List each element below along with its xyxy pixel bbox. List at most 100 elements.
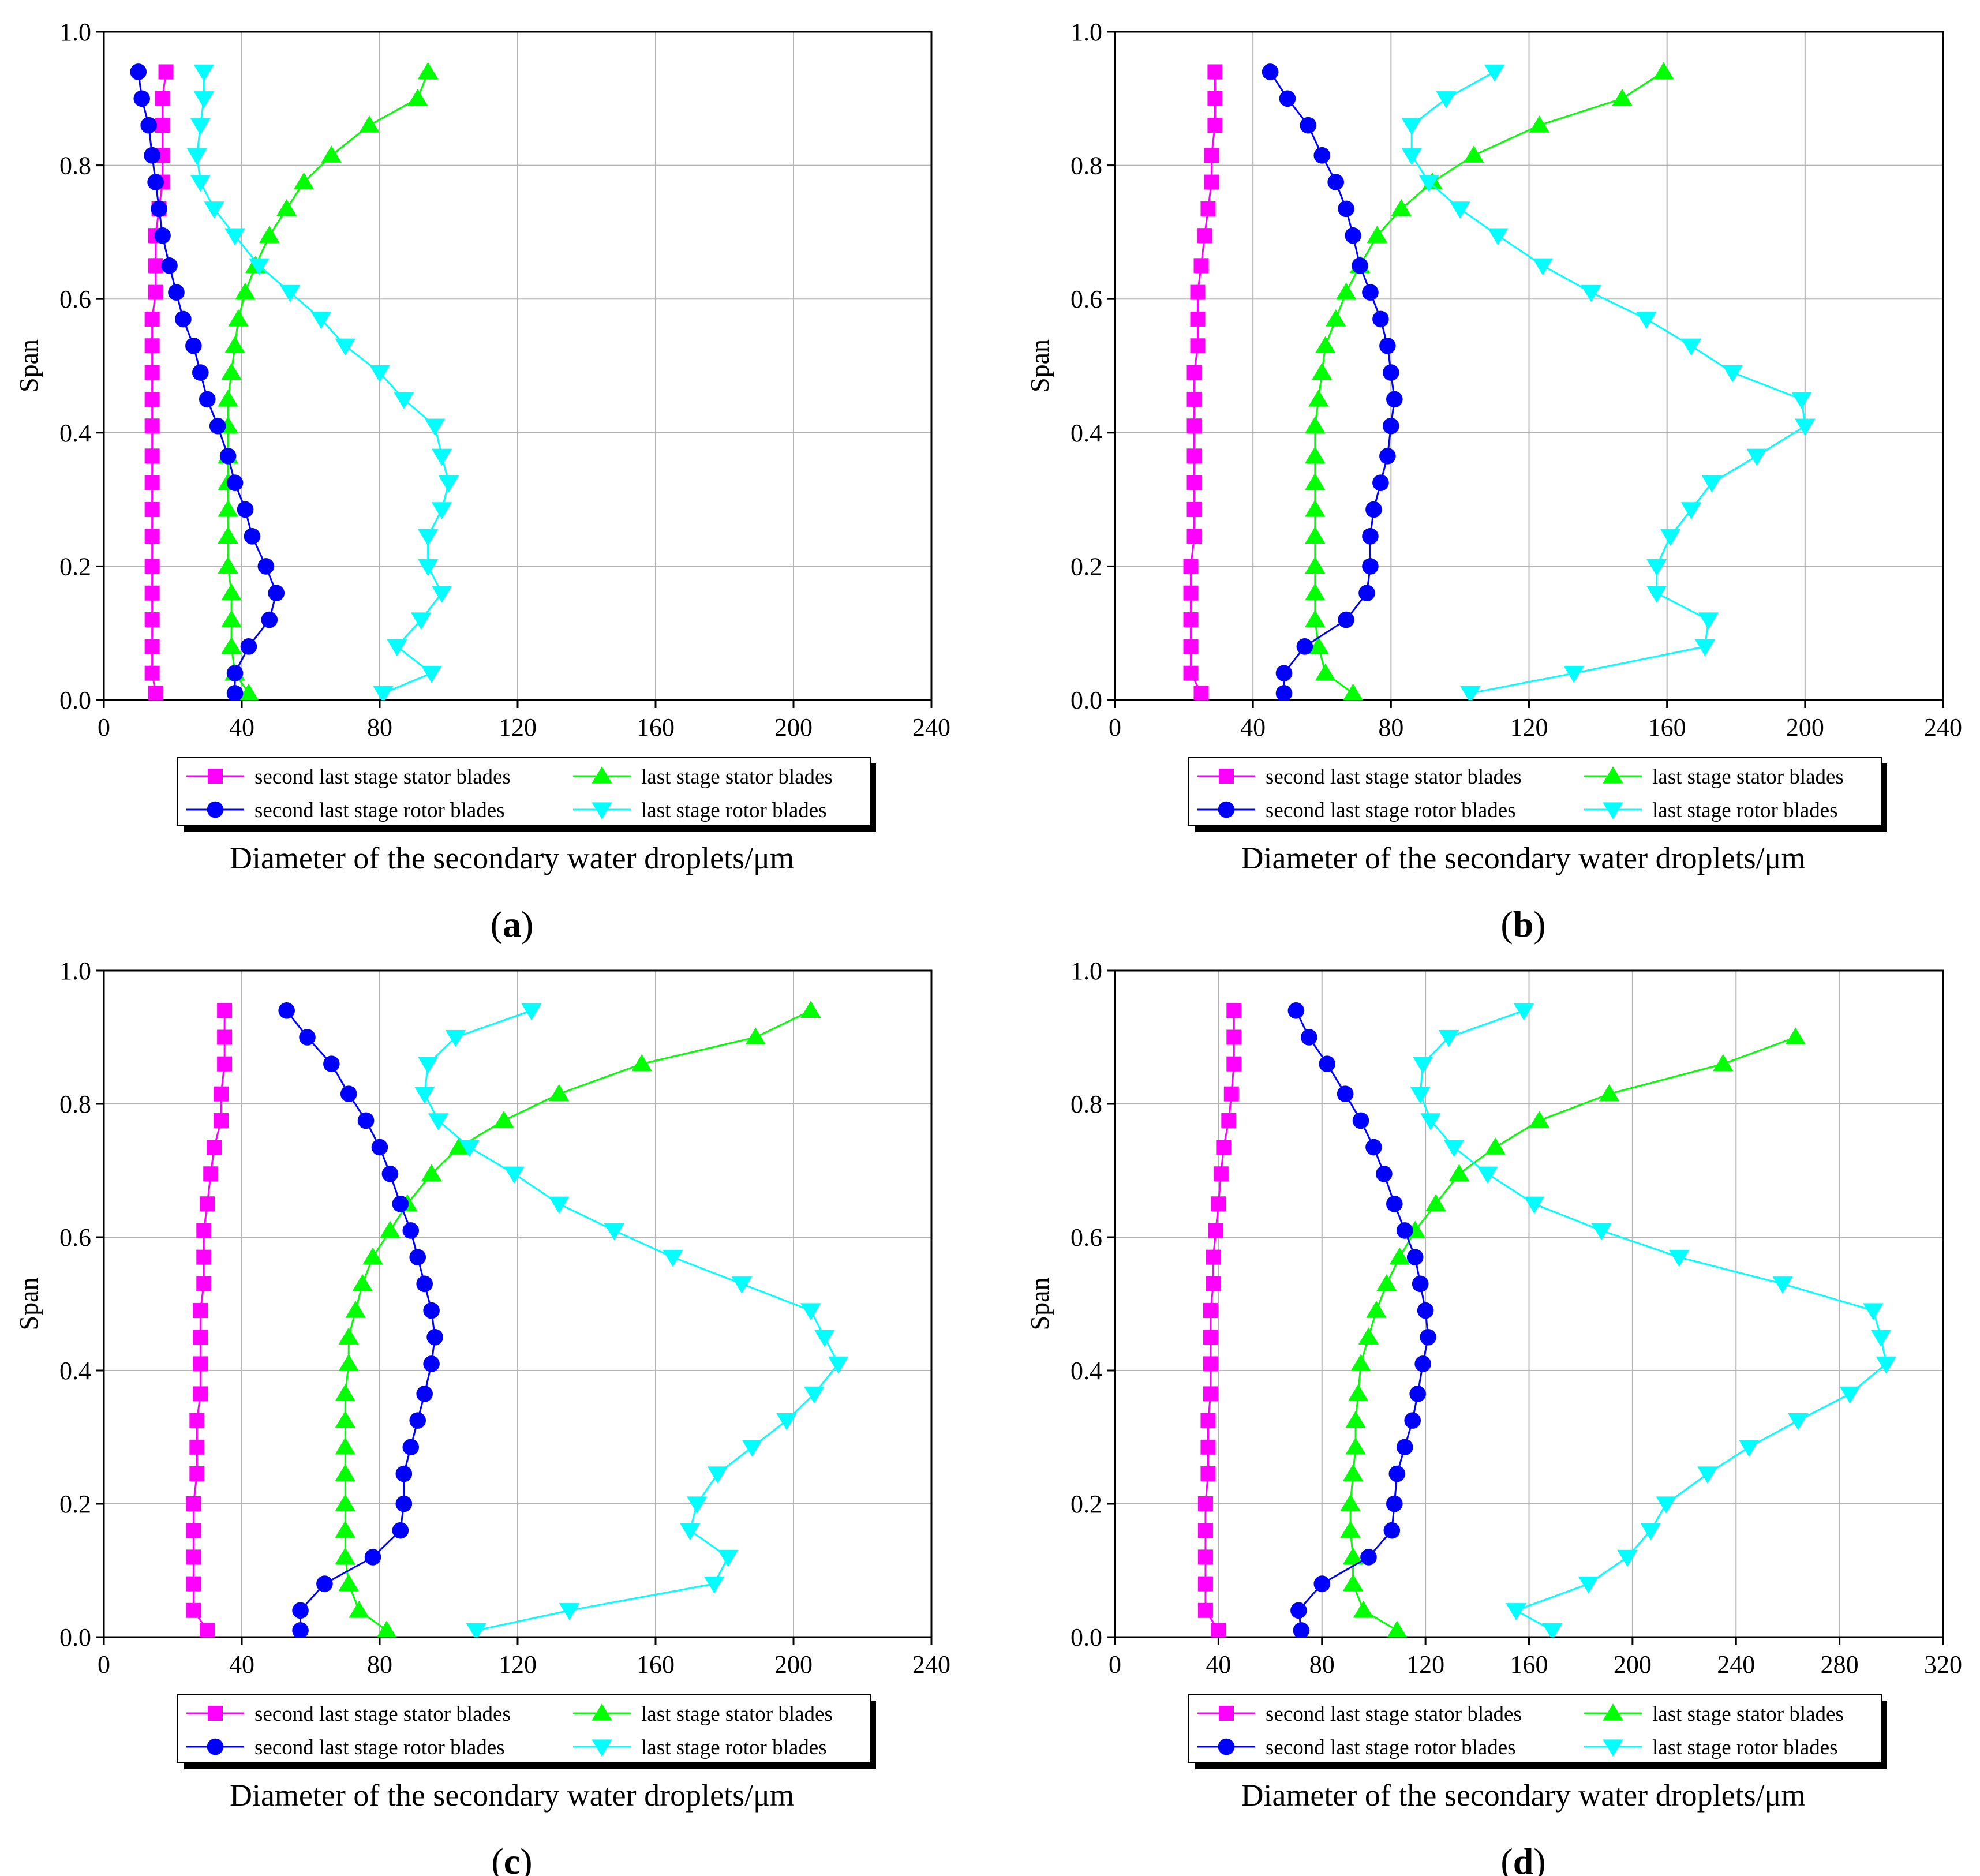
data-point — [226, 665, 244, 681]
x-tick-label: 320 — [1924, 1650, 1962, 1679]
data-point — [369, 365, 390, 383]
data-point — [338, 1574, 359, 1592]
y-tick-label: 0.4 — [59, 1357, 91, 1385]
x-axis-title: Diameter of the secondary water droplets… — [1241, 1778, 1805, 1813]
x-axis-title: Diameter of the secondary water droplets… — [230, 841, 794, 875]
data-point — [1183, 559, 1199, 574]
data-point — [1410, 1087, 1431, 1104]
series-second-last-stage-stator-blades — [1197, 1003, 1242, 1637]
legend-item: last stage rotor blades — [1584, 799, 1838, 822]
data-point — [1300, 117, 1317, 134]
data-point — [1362, 527, 1379, 545]
legend-item: second last stage stator blades — [1197, 1702, 1522, 1726]
data-point — [189, 1466, 205, 1482]
y-axis-title: Span — [1025, 339, 1054, 392]
plot-area — [186, 1001, 849, 1637]
x-tick-label: 80 — [1378, 713, 1403, 742]
data-point — [1578, 1576, 1599, 1594]
data-point — [1656, 1496, 1676, 1514]
data-point — [144, 559, 160, 574]
data-point — [1448, 1164, 1470, 1181]
data-point — [192, 364, 209, 381]
data-point — [1350, 1354, 1371, 1372]
legend-label: second last stage stator blades — [254, 1702, 511, 1726]
data-point — [1190, 284, 1206, 300]
data-point — [193, 91, 215, 108]
data-point — [203, 1166, 219, 1182]
y-tick-label: 0.4 — [59, 419, 91, 447]
data-point — [1207, 91, 1223, 106]
data-point — [1863, 1303, 1884, 1320]
data-point — [1379, 448, 1396, 465]
data-point — [1464, 145, 1484, 163]
data-point — [407, 88, 428, 106]
panel-label-close: ) — [520, 1841, 532, 1876]
data-point — [1387, 1620, 1407, 1637]
data-point — [148, 686, 163, 700]
data-point — [392, 1522, 409, 1539]
data-point — [466, 1623, 487, 1637]
data-point — [144, 529, 160, 544]
data-point — [745, 1027, 766, 1045]
data-point — [438, 475, 459, 493]
legend-marker — [1219, 1706, 1234, 1721]
y-tick-label: 0.8 — [1071, 152, 1102, 180]
x-tick-label: 0 — [98, 713, 110, 742]
data-point — [1275, 665, 1293, 681]
legend-box — [1188, 1694, 1882, 1763]
data-point — [259, 226, 280, 243]
x-tick-label: 200 — [1786, 713, 1824, 742]
x-tick-label: 200 — [1614, 1650, 1652, 1679]
data-point — [144, 147, 160, 164]
legend-item: second last stage rotor blades — [1197, 799, 1516, 822]
data-point — [1207, 118, 1223, 133]
y-tick-label: 0.0 — [59, 1623, 91, 1652]
data-point — [1460, 686, 1481, 700]
series-second-last-stage-rotor-blades — [1262, 63, 1403, 700]
data-point — [431, 502, 452, 519]
data-point — [1226, 1029, 1242, 1045]
data-point — [1186, 475, 1202, 490]
data-point — [1296, 638, 1313, 655]
data-point — [186, 148, 208, 166]
data-point — [1226, 1003, 1242, 1018]
data-point — [1612, 88, 1633, 106]
data-point — [316, 1575, 333, 1592]
data-point — [1315, 663, 1336, 681]
y-tick-label: 0.2 — [1071, 552, 1102, 581]
data-point — [1279, 90, 1296, 107]
data-point — [1197, 228, 1212, 244]
data-point — [268, 585, 285, 602]
data-point — [221, 636, 242, 654]
legend-item: last stage rotor blades — [573, 1736, 827, 1759]
data-point — [731, 1276, 753, 1294]
data-point — [193, 1330, 208, 1345]
data-point — [631, 1054, 652, 1072]
data-point — [1338, 611, 1354, 628]
data-point — [428, 1113, 449, 1130]
y-tick-label: 0.6 — [59, 285, 91, 313]
data-point — [219, 448, 237, 465]
data-point — [1372, 474, 1389, 491]
legend-marker — [1219, 769, 1234, 784]
data-point — [155, 91, 170, 106]
x-tick-label: 200 — [774, 1650, 813, 1679]
data-point — [1599, 1084, 1620, 1102]
chart-panel-c: 0 40 80 120 160 200 240 0.0 0.2 0.4 0.6 0.8 1.0 Span s… — [14, 957, 950, 1876]
data-point — [240, 638, 257, 655]
legend-label: second last stage rotor blades — [254, 1736, 505, 1759]
legend: second last stage stator blades last stag… — [177, 757, 876, 832]
data-point — [1367, 226, 1388, 243]
data-point — [371, 1139, 388, 1156]
data-point — [1839, 1386, 1861, 1404]
data-point — [1319, 1055, 1336, 1072]
legend-item: second last stage stator blades — [186, 1702, 511, 1726]
data-point — [1409, 1386, 1426, 1402]
data-point — [228, 309, 249, 327]
data-point — [423, 1302, 440, 1319]
data-point — [1360, 1549, 1377, 1566]
x-tick-label: 40 — [229, 1650, 254, 1679]
data-point — [130, 63, 147, 80]
data-point — [392, 1195, 409, 1212]
data-point — [1680, 502, 1702, 519]
